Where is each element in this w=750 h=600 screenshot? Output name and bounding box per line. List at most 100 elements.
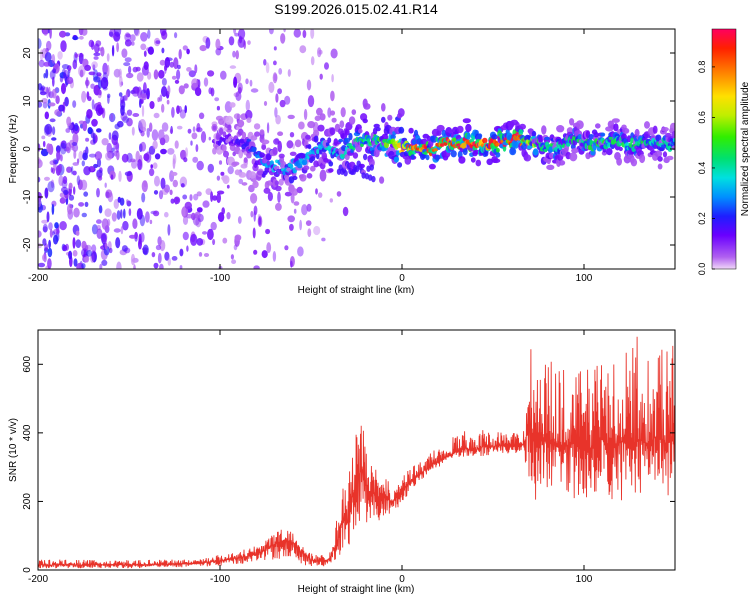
noise-blob	[91, 118, 98, 127]
noise-blob	[306, 79, 312, 91]
noise-blob	[182, 194, 188, 200]
ridge-cell	[331, 117, 337, 123]
ridge-cell	[502, 145, 507, 152]
noise-blob	[111, 147, 115, 152]
noise-blob	[194, 64, 198, 74]
ridge-cell	[593, 132, 599, 138]
ridge-cell	[616, 157, 622, 166]
noise-blob	[73, 149, 77, 159]
ridge-cell	[571, 148, 579, 154]
noise-blob	[319, 169, 327, 182]
noise-blob	[40, 148, 49, 157]
noise-blob	[161, 187, 169, 195]
noise-blob	[94, 43, 100, 54]
ridge-cell	[272, 147, 278, 155]
noise-blob	[41, 219, 49, 224]
noise-blob	[86, 109, 93, 119]
ridge-cell	[665, 132, 672, 138]
noise-blob	[61, 83, 66, 95]
noise-blob	[91, 250, 97, 260]
noise-blob	[303, 108, 308, 121]
ridge-cell	[301, 159, 308, 166]
noise-blob	[78, 150, 84, 161]
noise-blob	[85, 77, 89, 89]
noise-blob	[151, 129, 159, 141]
snr-frame	[37, 329, 676, 571]
noise-blob	[122, 116, 130, 123]
ridge-cell	[611, 118, 620, 123]
noise-blob	[339, 120, 345, 128]
noise-blob	[171, 171, 178, 176]
ridge-cell	[259, 129, 265, 136]
ridge-cell	[381, 116, 386, 123]
ridge-cell	[491, 134, 498, 140]
colorbar-ticks: 0.0 0.2 0.4 0.6 0.8	[697, 61, 715, 275]
noise-blob	[147, 29, 151, 39]
noise-blob	[75, 230, 80, 236]
noise-blob	[277, 191, 281, 203]
noise-blob	[183, 83, 189, 89]
x-tick-label: -100	[210, 273, 230, 284]
noise-blob	[75, 239, 82, 249]
ridge-cell	[404, 156, 412, 165]
ridge-cell	[556, 125, 565, 133]
ridge-cell	[291, 188, 298, 196]
ridge-cell	[218, 118, 225, 125]
ridge-cell	[313, 135, 319, 143]
ridge-cell	[657, 156, 663, 162]
noise-blob	[137, 159, 143, 170]
ridge-cell	[232, 151, 236, 157]
noise-blob	[38, 38, 42, 49]
noise-blob	[190, 233, 198, 246]
noise-blob	[158, 69, 165, 79]
ridge-cell	[289, 151, 297, 156]
noise-blob	[93, 76, 101, 83]
ridge-cell	[462, 118, 471, 124]
noise-blob	[247, 40, 251, 45]
noise-blob	[73, 207, 80, 218]
ridge-cell	[336, 191, 342, 197]
ridge-cell	[316, 107, 323, 116]
ridge-cell	[246, 117, 252, 123]
noise-blob	[96, 219, 102, 224]
noise-blob	[284, 245, 289, 251]
noise-blob	[261, 250, 268, 259]
ridge-cell	[532, 148, 539, 156]
ridge-cell	[654, 150, 663, 158]
ridge-cell	[307, 144, 312, 150]
noise-blob	[44, 187, 49, 199]
noise-blob	[101, 259, 108, 266]
noise-blob	[160, 29, 167, 36]
noise-blob	[329, 198, 333, 203]
noise-blob	[128, 65, 132, 74]
noise-blob	[96, 128, 102, 133]
noise-blob	[174, 32, 178, 39]
colorbar-tick-label: 0.4	[697, 162, 707, 175]
noise-blob	[113, 141, 120, 150]
ridge-cell	[327, 137, 332, 144]
ridge-cell	[286, 140, 294, 149]
noise-blob	[51, 54, 56, 64]
ridge-cell	[259, 152, 265, 158]
noise-blob	[274, 107, 278, 118]
noise-blob	[41, 135, 46, 140]
noise-blob	[140, 141, 147, 152]
ridge-cell	[430, 135, 438, 143]
ridge-cell	[227, 124, 232, 131]
noise-blob	[216, 105, 220, 111]
ridge-cell	[618, 146, 623, 152]
noise-blob	[41, 98, 48, 104]
ridge-cell	[433, 148, 439, 152]
ridge-cell	[371, 175, 376, 183]
ridge-cell	[246, 152, 252, 159]
noise-blob	[53, 234, 59, 245]
noise-blob	[72, 132, 79, 145]
noise-blob	[132, 218, 138, 229]
ridge-cell	[317, 124, 325, 132]
ridge-cell	[381, 103, 386, 112]
noise-blob	[120, 105, 125, 116]
noise-blob	[220, 70, 227, 80]
ridge-cell	[634, 128, 640, 137]
noise-blob	[273, 138, 280, 145]
noise-blob	[253, 265, 260, 269]
